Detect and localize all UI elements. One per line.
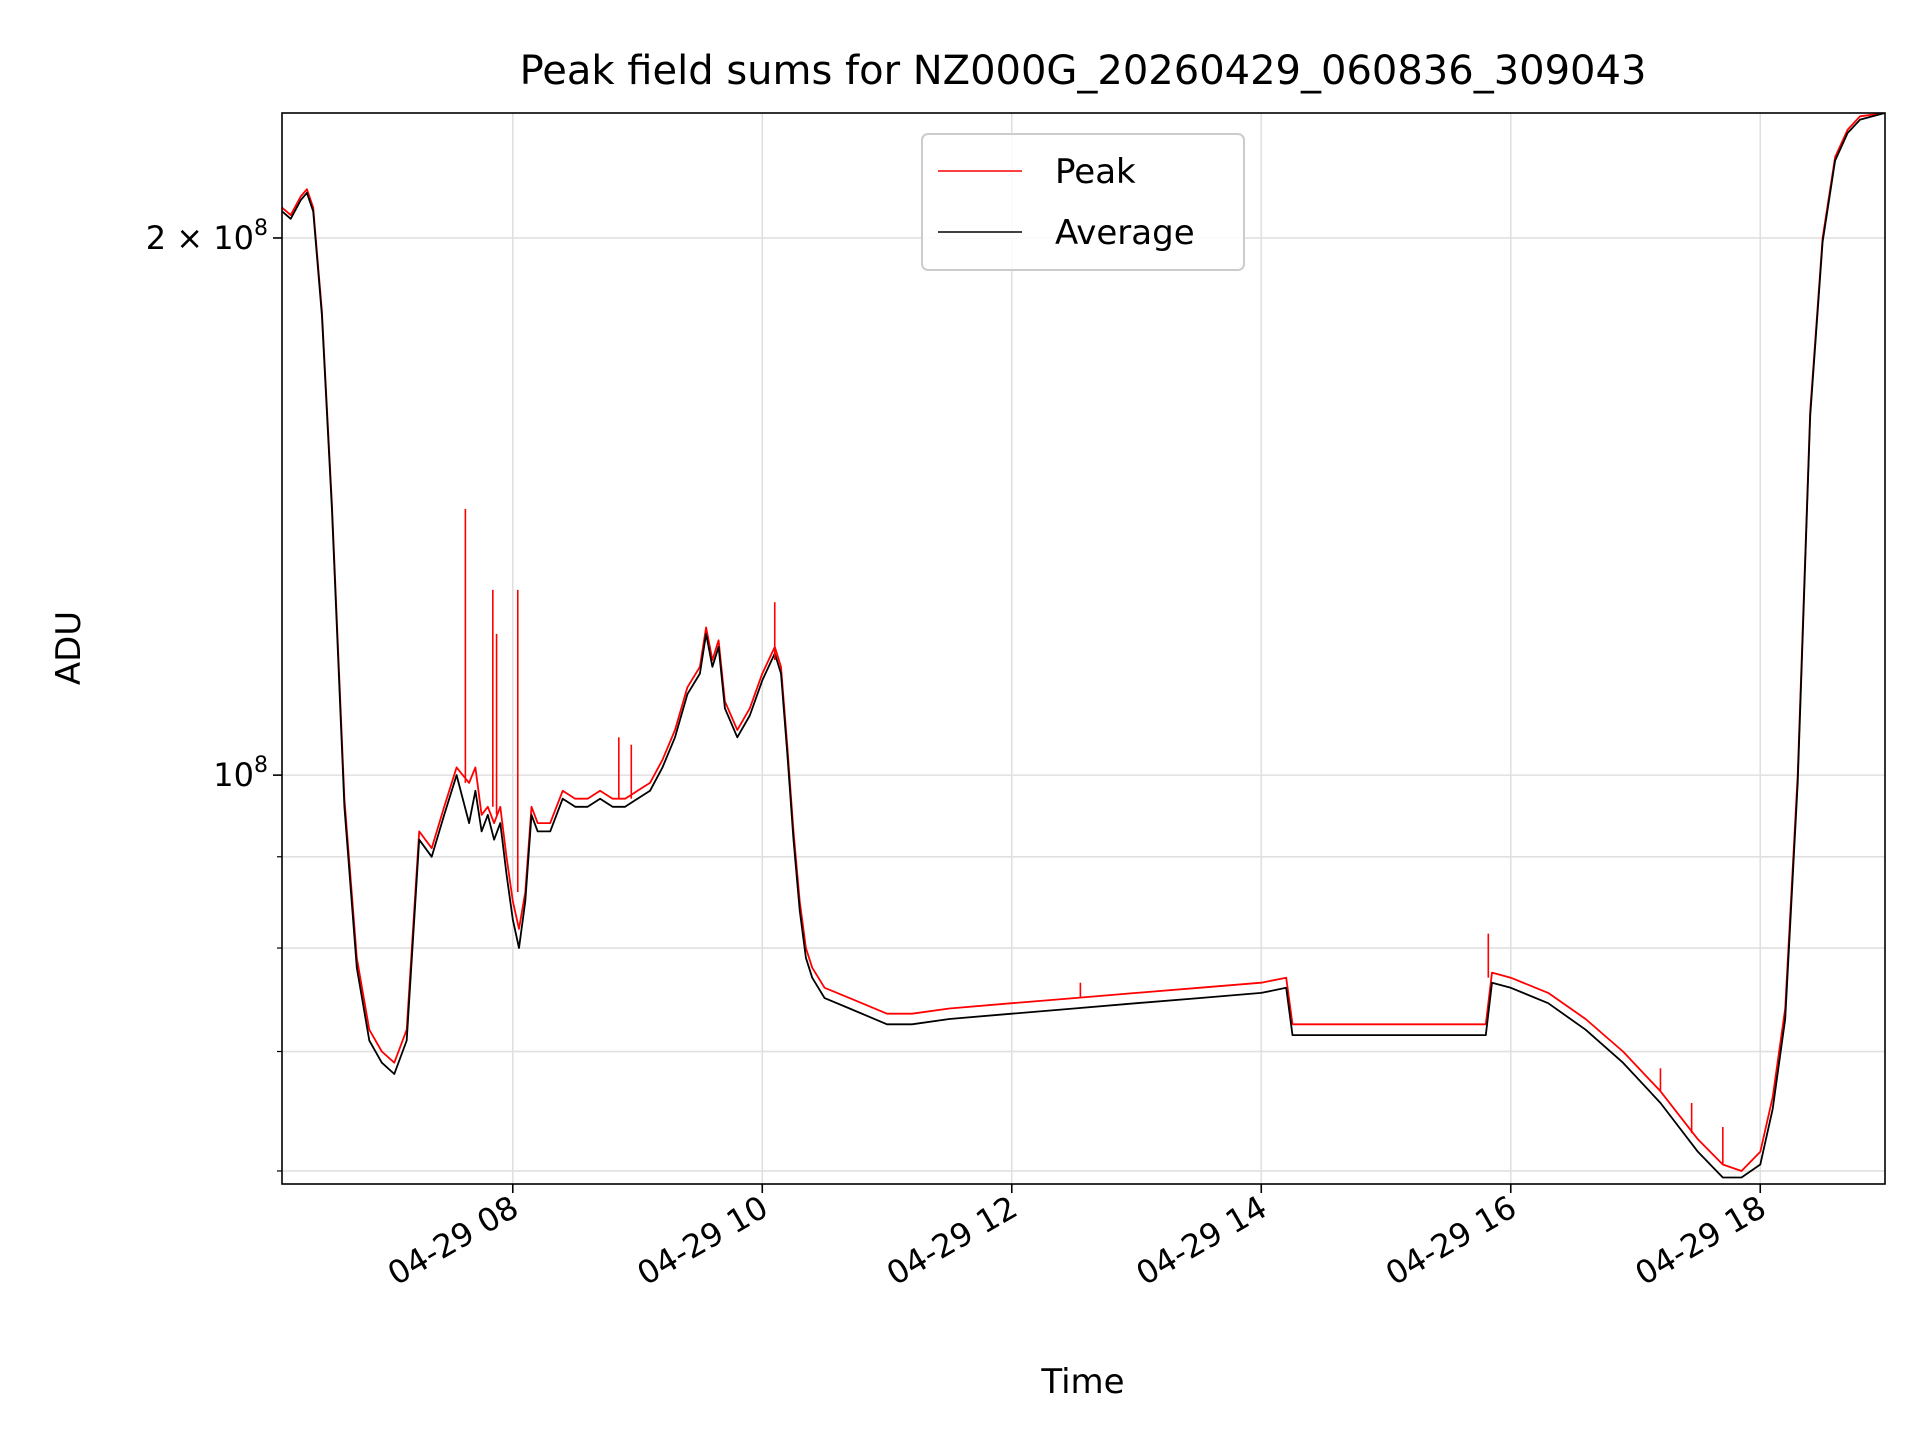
chart-title: Peak field sums for NZ000G_20260429_0608… — [520, 48, 1647, 94]
y-tick-label: 108 — [213, 753, 268, 794]
plot-frame — [281, 112, 1886, 1185]
series-layer — [282, 113, 1885, 1179]
y-tick-label-base: 10 — [213, 756, 254, 794]
legend: Peak Average — [921, 133, 1245, 271]
legend-peak-label: Peak — [1055, 152, 1136, 192]
legend-box — [921, 133, 1245, 271]
y-tick-label-exponent: 8 — [254, 216, 268, 241]
y-tick-label-exponent: 8 — [254, 753, 268, 778]
y-tick-label: 2 × 108 — [146, 216, 268, 257]
grid — [282, 113, 1885, 1184]
x-axis-label: Time — [1040, 1362, 1124, 1402]
y-tick-label-base: 2 × 10 — [146, 219, 254, 257]
legend-average-label: Average — [1055, 213, 1195, 253]
series-line-average — [282, 113, 1885, 1179]
series-group — [282, 113, 1885, 1179]
y-axis-label: ADU — [49, 611, 89, 685]
